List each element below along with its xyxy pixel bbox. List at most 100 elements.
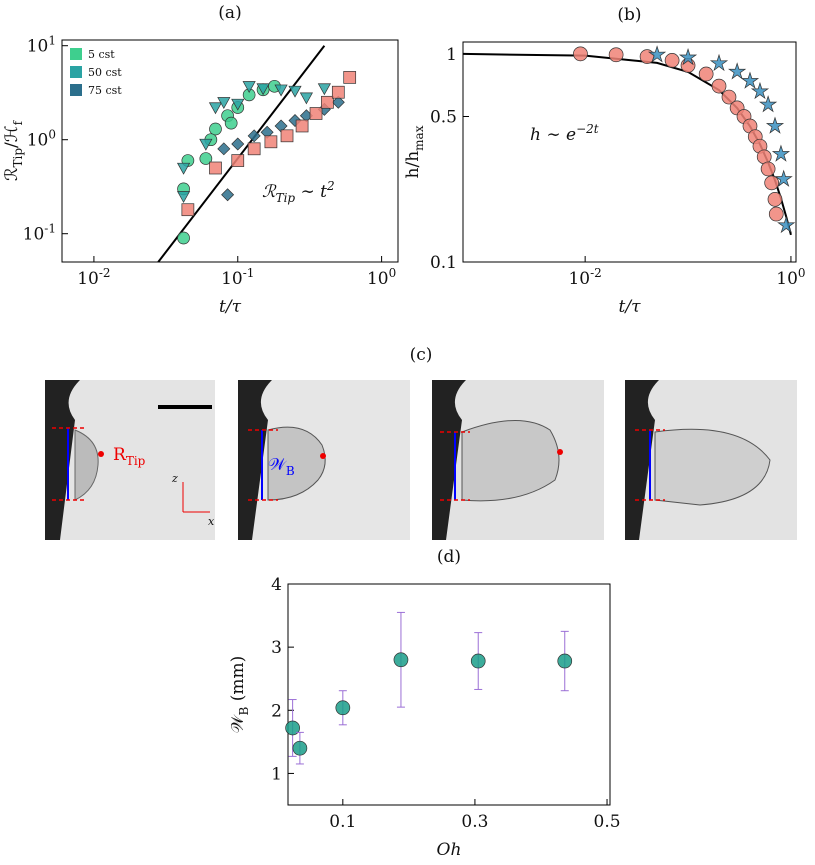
point (264, 135, 278, 149)
tick-exponent: 0 (48, 128, 56, 142)
point (771, 144, 791, 162)
y-tick-label: 2 (271, 701, 282, 721)
plot-frame (287, 583, 611, 806)
tick-exponent: 0 (798, 266, 806, 280)
label-part: ℛ (262, 182, 277, 202)
label-part: 𝒲 (268, 455, 288, 475)
x-tick-label: 10-2 (77, 266, 110, 289)
tip-dot (557, 449, 563, 455)
label-part: (mm) (228, 656, 248, 707)
label-part: ∼ t (295, 182, 327, 202)
tip-dot (98, 451, 104, 457)
point (343, 71, 357, 84)
label-part: h ∼ e (530, 125, 576, 145)
y-tick-label: 4 (271, 575, 282, 595)
label-part: Oh (437, 840, 462, 860)
legend-swatch (70, 48, 82, 60)
bubble (654, 428, 771, 506)
x-tick-label: 0.3 (461, 812, 488, 832)
tick-base: 10 (27, 37, 49, 57)
y-tick-label: 100 (27, 128, 56, 151)
legend-swatch (70, 66, 82, 78)
point (176, 191, 191, 204)
point (199, 152, 213, 165)
label-part: R (113, 445, 127, 465)
point (256, 83, 270, 96)
y-tick-label: 3 (271, 638, 282, 658)
point (247, 129, 261, 143)
label-part: /ℋ (2, 125, 22, 148)
point (280, 129, 294, 143)
point (224, 116, 238, 130)
x-tick-label: 0.1 (329, 812, 356, 832)
point (765, 116, 785, 134)
label-part: 2 (326, 179, 335, 193)
label-part: −2t (576, 122, 599, 136)
tick-base: 10 (776, 269, 798, 289)
tick-exponent: -1 (44, 222, 56, 236)
tick-exponent: -2 (590, 266, 602, 280)
x-axis-label: t/τ (219, 297, 242, 317)
point (217, 97, 231, 110)
width-label: 𝒲B (268, 455, 295, 478)
point (208, 102, 223, 115)
label-part: ℛ (2, 167, 22, 181)
legend-entry: 5 cst (88, 48, 115, 61)
point (664, 53, 680, 68)
label-part: Tip (276, 191, 296, 205)
tick-base: 10 (367, 269, 389, 289)
point (231, 154, 245, 167)
point (335, 700, 351, 716)
point (199, 138, 213, 151)
y-tick-label: 1 (271, 764, 282, 784)
point (274, 84, 288, 97)
point (774, 169, 793, 187)
panel-label: (a) (218, 3, 241, 23)
panel-label: (d) (437, 547, 461, 567)
width-markers (67, 428, 651, 500)
point (321, 95, 334, 109)
point (678, 47, 698, 66)
x-tick-label: 10-1 (221, 266, 254, 289)
legend-entry: 75 cst (88, 84, 122, 97)
point (299, 92, 313, 105)
axis-z: z (171, 472, 178, 485)
point (177, 231, 190, 245)
tick-base: 10 (77, 269, 99, 289)
x-tick-label: 100 (776, 266, 805, 289)
point (285, 720, 300, 736)
tick-base: 10 (23, 225, 45, 245)
point (317, 83, 331, 96)
point (760, 161, 776, 177)
panel-label: (b) (617, 5, 641, 25)
x-tick-label: 0.5 (594, 812, 621, 832)
panel-label: (c) (410, 345, 433, 365)
point (217, 142, 231, 156)
y-axis-label: 𝒲B (mm) (228, 656, 251, 734)
axes-arrows (182, 482, 210, 513)
point (777, 215, 796, 234)
point (288, 85, 302, 98)
point (331, 95, 345, 109)
label-part: 𝒲 (228, 713, 248, 733)
point (764, 175, 780, 191)
point (221, 188, 235, 202)
point (647, 45, 667, 63)
point (608, 47, 624, 63)
tick-exponent: -1 (243, 266, 255, 280)
point (557, 653, 573, 669)
point (292, 740, 308, 756)
plot-frame (462, 41, 797, 263)
point (767, 191, 783, 207)
point (331, 85, 345, 99)
x-axis-label: Oh (437, 840, 462, 860)
y-tick-label: 0.5 (430, 108, 457, 128)
y-tick-label: 0.1 (430, 253, 457, 273)
label-part: Tip (11, 148, 25, 168)
label-part: B (237, 706, 251, 715)
label-part: t/τ (219, 297, 242, 317)
point (309, 107, 323, 120)
label-part: f (11, 119, 25, 125)
annotation: h ∼ e−2t (530, 122, 599, 145)
